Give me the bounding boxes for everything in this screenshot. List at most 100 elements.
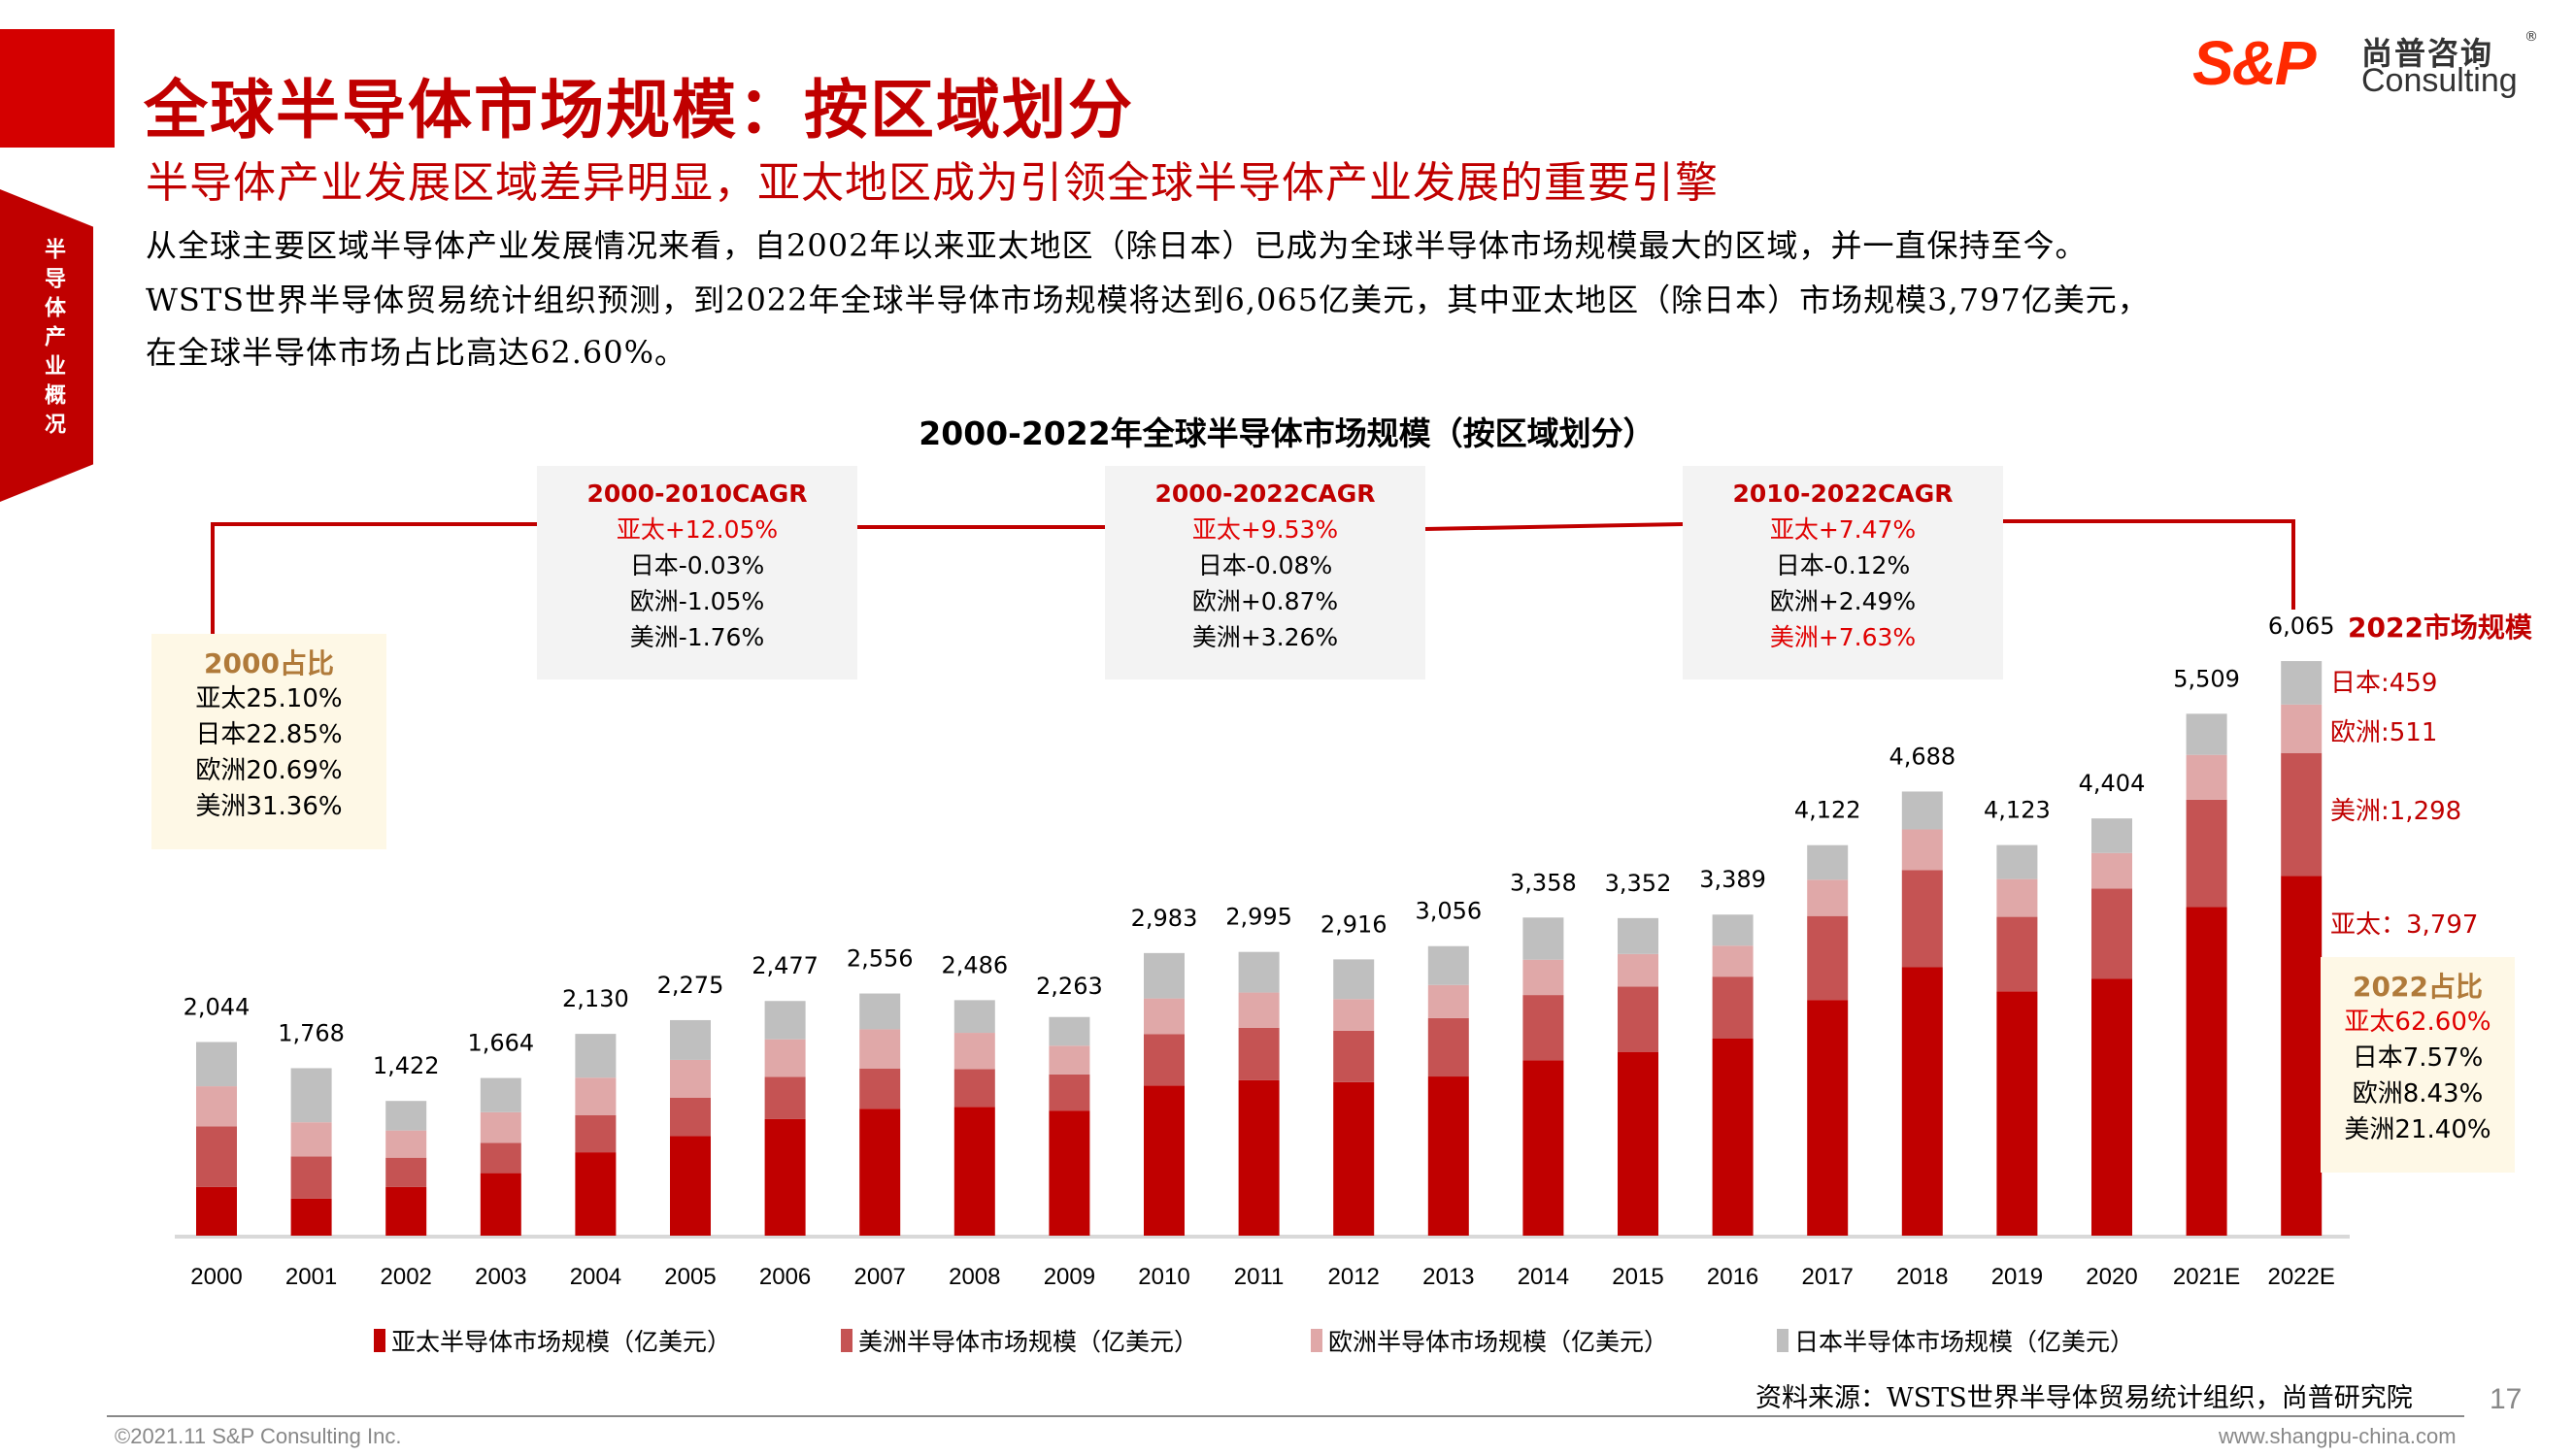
website-link[interactable]: www.shangpu-china.com	[2219, 1424, 2457, 1448]
bar-segment-asia-2014	[1522, 1060, 1564, 1236]
bar-segment-asia-2010	[1144, 1085, 1185, 1236]
bar-segment-americas-2001	[290, 1156, 332, 1199]
total-label-2011: 2,995	[1225, 904, 1292, 931]
header-accent-block	[0, 29, 115, 148]
bar-segment-europe-2010	[1144, 998, 1185, 1035]
legend-swatch	[841, 1329, 852, 1352]
x-tick-2000: 2000	[190, 1264, 242, 1290]
divider	[107, 1415, 1748, 1417]
x-tick-2005: 2005	[664, 1264, 716, 1290]
market-2022-asia: 亚太：3,797	[2330, 910, 2479, 940]
total-label-2021E: 5,509	[2173, 665, 2240, 692]
bar-segment-japan-2019	[1996, 844, 2038, 879]
bar-segment-europe-2001	[290, 1122, 332, 1157]
registered-mark-icon: ®	[2524, 29, 2538, 45]
cagr-japan: 日本-0.03%	[629, 551, 765, 579]
bar-segment-japan-2015	[1618, 917, 1658, 954]
x-tick-2021E: 2021E	[2173, 1264, 2240, 1290]
bar-segment-europe-2019	[1996, 878, 2038, 917]
bar-segment-japan-2020	[2091, 818, 2132, 853]
bar-segment-asia-2011	[1238, 1079, 1280, 1236]
total-label-2008: 2,486	[941, 951, 1008, 978]
bar-segment-asia-2006	[764, 1118, 806, 1236]
x-tick-2020: 2020	[2086, 1264, 2137, 1290]
bar-segment-asia-2004	[575, 1152, 617, 1236]
share-box-title: 2022占比	[2353, 971, 2483, 1003]
share-americas: 美洲31.36%	[195, 792, 343, 821]
bar-segment-americas-2009	[1049, 1074, 1090, 1111]
cagr-japan: 日本-0.12%	[1775, 551, 1911, 579]
bar-segment-asia-2018	[1901, 967, 1943, 1236]
bar-segment-japan-2014	[1522, 917, 1564, 960]
bar-segment-americas-2017	[1807, 915, 1849, 1001]
total-label-2012: 2,916	[1320, 910, 1387, 938]
total-label-2004: 2,130	[562, 985, 629, 1012]
bar-segment-japan-2006	[764, 1001, 806, 1040]
x-tick-2007: 2007	[854, 1264, 906, 1290]
bar-segment-asia-2001	[290, 1198, 332, 1236]
bar-segment-europe-2002	[385, 1130, 427, 1158]
bar-segment-americas-2014	[1522, 995, 1564, 1061]
total-label-2000: 2,044	[184, 994, 251, 1021]
bar-segment-asia-2019	[1996, 991, 2038, 1236]
legend-swatch	[374, 1329, 385, 1352]
x-tick-2022E: 2022E	[2267, 1264, 2334, 1290]
bar-segment-asia-2008	[953, 1107, 995, 1236]
bar-segment-americas-2013	[1427, 1017, 1469, 1077]
legend-item-europe: 欧洲半导体市场规模（亿美元）	[1311, 1323, 1668, 1358]
x-tick-2019: 2019	[1991, 1264, 2043, 1290]
bar-segment-japan-2011	[1238, 951, 1280, 993]
market-2022-americas: 美洲:1,298	[2330, 797, 2462, 826]
bar-segment-europe-2008	[953, 1033, 995, 1070]
bar-segment-americas-2016	[1712, 976, 1754, 1039]
bar-segment-europe-2013	[1427, 984, 1469, 1018]
bar-segment-japan-2007	[859, 993, 901, 1030]
bar-segment-americas-2010	[1144, 1034, 1185, 1086]
cagr-americas: 美洲+7.63%	[1769, 623, 1917, 651]
total-label-2009: 2,263	[1036, 973, 1103, 1000]
bar-segment-japan-2013	[1427, 945, 1469, 985]
x-tick-2016: 2016	[1707, 1264, 1758, 1290]
logo-chinese-name: 尚普咨询	[2361, 35, 2494, 72]
total-label-2006: 2,477	[752, 952, 819, 979]
bar-segment-americas-2002	[385, 1157, 427, 1187]
total-label-2016: 3,389	[1699, 866, 1766, 893]
cagr-japan: 日本-0.08%	[1197, 551, 1333, 579]
copyright: ©2021.11 S&P Consulting Inc.	[115, 1424, 402, 1448]
cagr-europe: 欧洲+2.49%	[1769, 587, 1917, 615]
total-label-2019: 4,123	[1984, 797, 2051, 824]
bar-segment-americas-2008	[953, 1069, 995, 1108]
section-tab-label: 半导体产业概况	[41, 238, 66, 442]
logo-english-name: Consulting	[2361, 62, 2518, 99]
share-japan: 日本22.85%	[195, 720, 343, 749]
bar-segment-americas-2018	[1901, 870, 1943, 968]
x-tick-2006: 2006	[759, 1264, 811, 1290]
page-subtitle: 半导体产业发展区域差异明显，亚太地区成为引领全球半导体产业发展的重要引擎	[146, 158, 1719, 208]
bar-segment-europe-2000	[196, 1086, 237, 1127]
bar-segment-asia-2002	[385, 1186, 427, 1236]
bar-segment-europe-2007	[859, 1029, 901, 1069]
bar-segment-japan-2004	[575, 1034, 617, 1078]
legend-label: 美洲半导体市场规模（亿美元）	[858, 1328, 1199, 1356]
total-label-2020: 4,404	[2079, 770, 2146, 797]
x-tick-2002: 2002	[381, 1264, 432, 1290]
bar-segment-americas-2004	[575, 1114, 617, 1153]
bar-segment-americas-2012	[1333, 1030, 1375, 1082]
x-tick-2014: 2014	[1518, 1264, 1569, 1290]
bar-segment-americas-2006	[764, 1076, 806, 1119]
x-tick-2013: 2013	[1422, 1264, 1474, 1290]
cagr-box-2000-2022: 2000-2022CAGR 亚太+9.53% 日本-0.08% 欧洲+0.87%…	[1105, 466, 1425, 679]
bar-segment-americas-2005	[670, 1097, 711, 1137]
bar-segment-europe-2015	[1618, 953, 1658, 987]
bar-segment-americas-2020	[2091, 888, 2132, 979]
share-japan: 日本7.57%	[2352, 1043, 2484, 1073]
cagr-box-2000-2010: 2000-2010CAGR 亚太+12.05% 日本-0.03% 欧洲-1.05…	[537, 466, 857, 679]
bar-segment-japan-2018	[1901, 791, 1943, 830]
bar-segment-japan-2005	[670, 1019, 711, 1060]
connector-line	[211, 522, 537, 634]
x-tick-2017: 2017	[1802, 1264, 1854, 1290]
bar-segment-europe-2022E	[2281, 704, 2323, 753]
bar-segment-europe-2017	[1807, 879, 1849, 916]
x-tick-2011: 2011	[1234, 1264, 1285, 1290]
